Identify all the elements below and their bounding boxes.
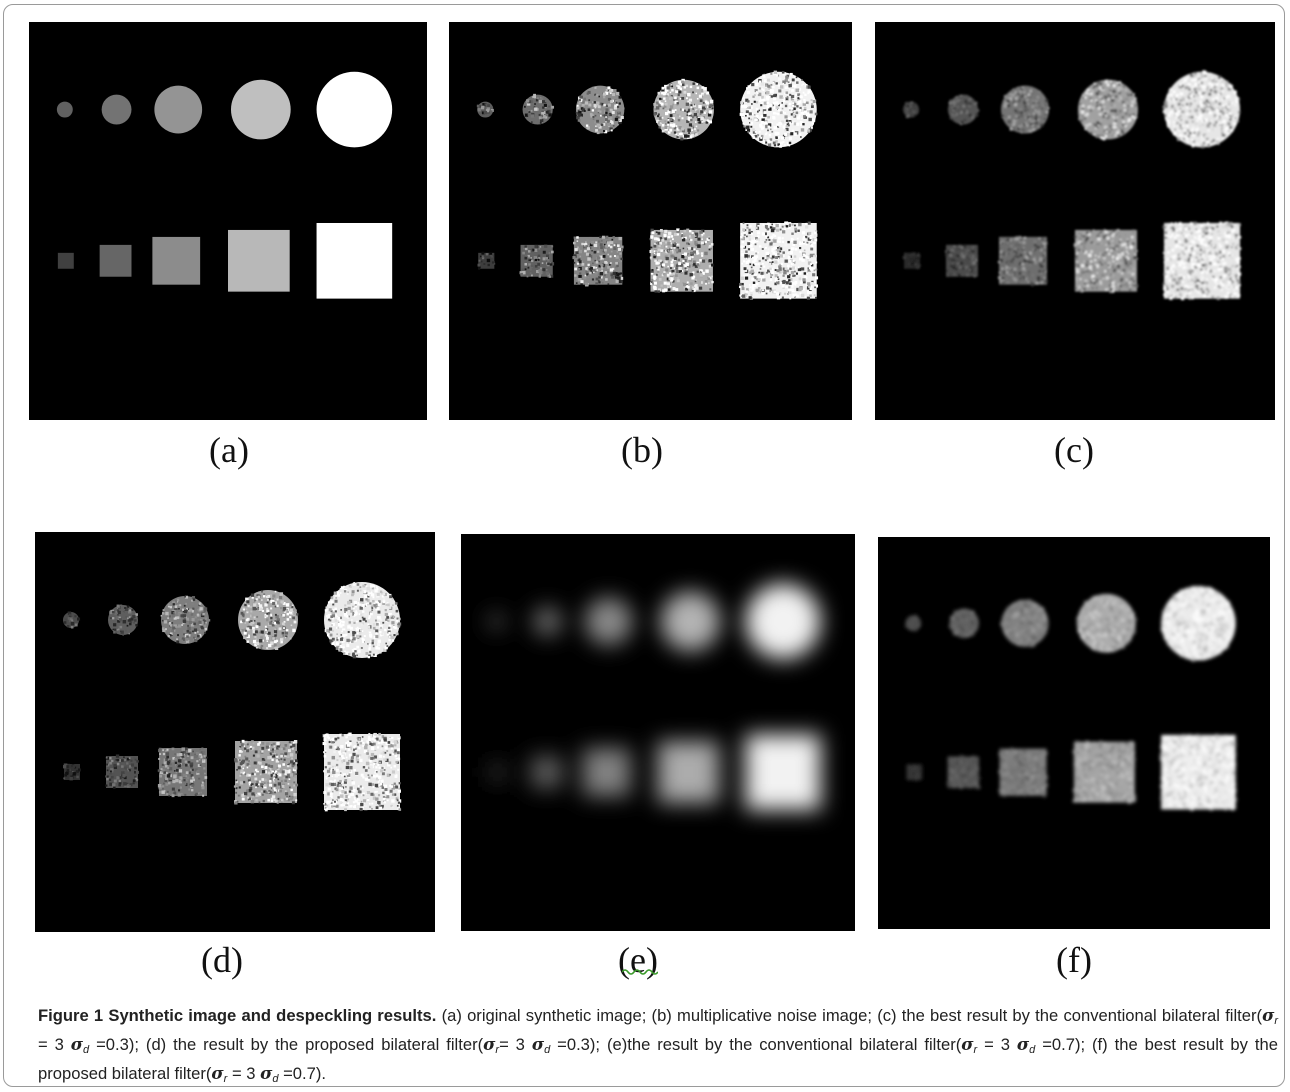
panel-f: [878, 537, 1270, 929]
panel-label-d: (d): [201, 940, 243, 980]
phantom-square: [316, 222, 393, 299]
phantom-square: [583, 748, 631, 797]
phantom-square: [57, 252, 74, 269]
figure-caption: Figure 1 Synthetic image and despeckling…: [38, 1004, 1278, 1091]
panel-d: [35, 532, 435, 932]
phantom-disk: [488, 613, 505, 630]
phantom-square: [658, 741, 720, 803]
phantom-image: [875, 22, 1275, 420]
phantom-disk: [101, 94, 132, 125]
phantom-image: [461, 534, 855, 931]
caption-d: (d) the result by the proposed bilateral…: [145, 1034, 601, 1056]
phantom-image: [449, 22, 852, 420]
phantom-square: [99, 244, 132, 277]
phantom-disk: [1078, 79, 1138, 140]
phantom-disk: [660, 591, 721, 652]
caption-c: (c) the best result by the conventional …: [38, 1005, 1278, 1056]
panel-label-c: (c): [1054, 430, 1094, 470]
panel-label-a: (a): [209, 430, 249, 470]
panel-c: [875, 22, 1275, 420]
phantom-square: [152, 236, 201, 285]
phantom-disk: [230, 79, 291, 140]
phantom-disk: [585, 597, 633, 646]
panel-b: [449, 22, 852, 420]
caption-title: Figure 1 Synthetic image and despeckling…: [38, 1006, 437, 1025]
phantom-disk: [154, 85, 203, 134]
phantom-disk: [316, 71, 393, 148]
caption-e: (e)the result by the conventional bilate…: [606, 1034, 1086, 1056]
spellcheck-squiggle: [622, 969, 658, 975]
phantom-image: [35, 532, 435, 932]
panel-a: [29, 22, 427, 420]
phantom-disk: [56, 101, 73, 118]
phantom-disk: [532, 606, 563, 637]
panel-label-f: (f): [1056, 940, 1092, 980]
panel-e: [461, 534, 855, 931]
phantom-square: [745, 734, 821, 810]
phantom-square: [489, 764, 506, 781]
caption-f: (f) the best result by the proposed bila…: [38, 1035, 1278, 1085]
phantom-square: [530, 756, 563, 789]
panel-label-b: (b): [621, 430, 663, 470]
caption-b: (b) multiplicative noise image;: [651, 1006, 872, 1025]
caption-a: (a) original synthetic image;: [441, 1006, 647, 1025]
phantom-square: [228, 229, 290, 292]
figure-frame: [3, 4, 1285, 1087]
phantom-image: [29, 22, 427, 420]
phantom-image: [878, 537, 1270, 929]
phantom-disk: [745, 583, 821, 660]
